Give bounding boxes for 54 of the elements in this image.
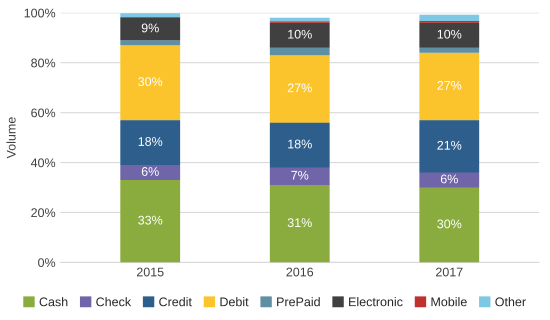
data-label: 7% — [291, 170, 308, 180]
data-label: 10% — [438, 30, 462, 39]
bar — [270, 55, 330, 123]
legend-label: Check — [96, 297, 132, 306]
bar — [419, 188, 480, 262]
bar — [120, 165, 180, 180]
y-tick-label: 100% — [24, 8, 56, 18]
data-label: 21% — [437, 140, 462, 150]
bar — [270, 22, 330, 48]
bar — [120, 120, 180, 166]
legend-label: Credit — [159, 297, 192, 306]
data-label: 30% — [138, 77, 162, 86]
data-label: 27% — [288, 83, 312, 92]
bar — [270, 168, 330, 186]
data-label: 31% — [288, 218, 312, 228]
bar — [120, 18, 180, 40]
bar — [120, 45, 180, 120]
data-label: 6% — [440, 174, 458, 184]
legend-label: Debit — [220, 297, 249, 306]
bar — [419, 22, 480, 48]
bar — [120, 40, 180, 46]
data-label: 9% — [142, 24, 159, 32]
y-tick-label: 40% — [30, 158, 56, 168]
data-label: 27% — [437, 80, 462, 90]
bar — [419, 172, 480, 188]
y-tick-label: 0% — [38, 258, 56, 268]
data-label: 33% — [138, 216, 162, 225]
data-label: 18% — [288, 140, 312, 148]
y-axis-title: Volume — [6, 117, 16, 158]
x-tick-label: 2015 — [136, 268, 164, 276]
x-tick-label: 2016 — [286, 268, 314, 276]
bar — [120, 13, 180, 18]
legend-label: Cash — [40, 297, 68, 306]
legend-label: PrePaid — [277, 297, 320, 306]
bar — [419, 14, 480, 22]
y-tick-label: 60% — [31, 108, 56, 118]
legend-label: Other — [495, 297, 526, 306]
data-label: 10% — [288, 30, 312, 39]
bar — [270, 18, 330, 22]
data-label: 6% — [142, 167, 159, 176]
x-tick-label: 2017 — [436, 268, 463, 276]
legend-label: Electronic — [349, 297, 403, 306]
bar — [419, 120, 480, 173]
bar — [270, 122, 330, 168]
data-label: 18% — [138, 137, 162, 146]
bar — [270, 48, 330, 56]
bar — [270, 185, 330, 262]
bar — [419, 52, 480, 120]
data-label: 30% — [437, 219, 462, 228]
y-tick-label: 80% — [31, 58, 56, 68]
bar — [419, 48, 480, 53]
bar — [120, 180, 180, 262]
legend-label: Mobile — [431, 297, 467, 306]
y-tick-label: 20% — [31, 208, 56, 218]
